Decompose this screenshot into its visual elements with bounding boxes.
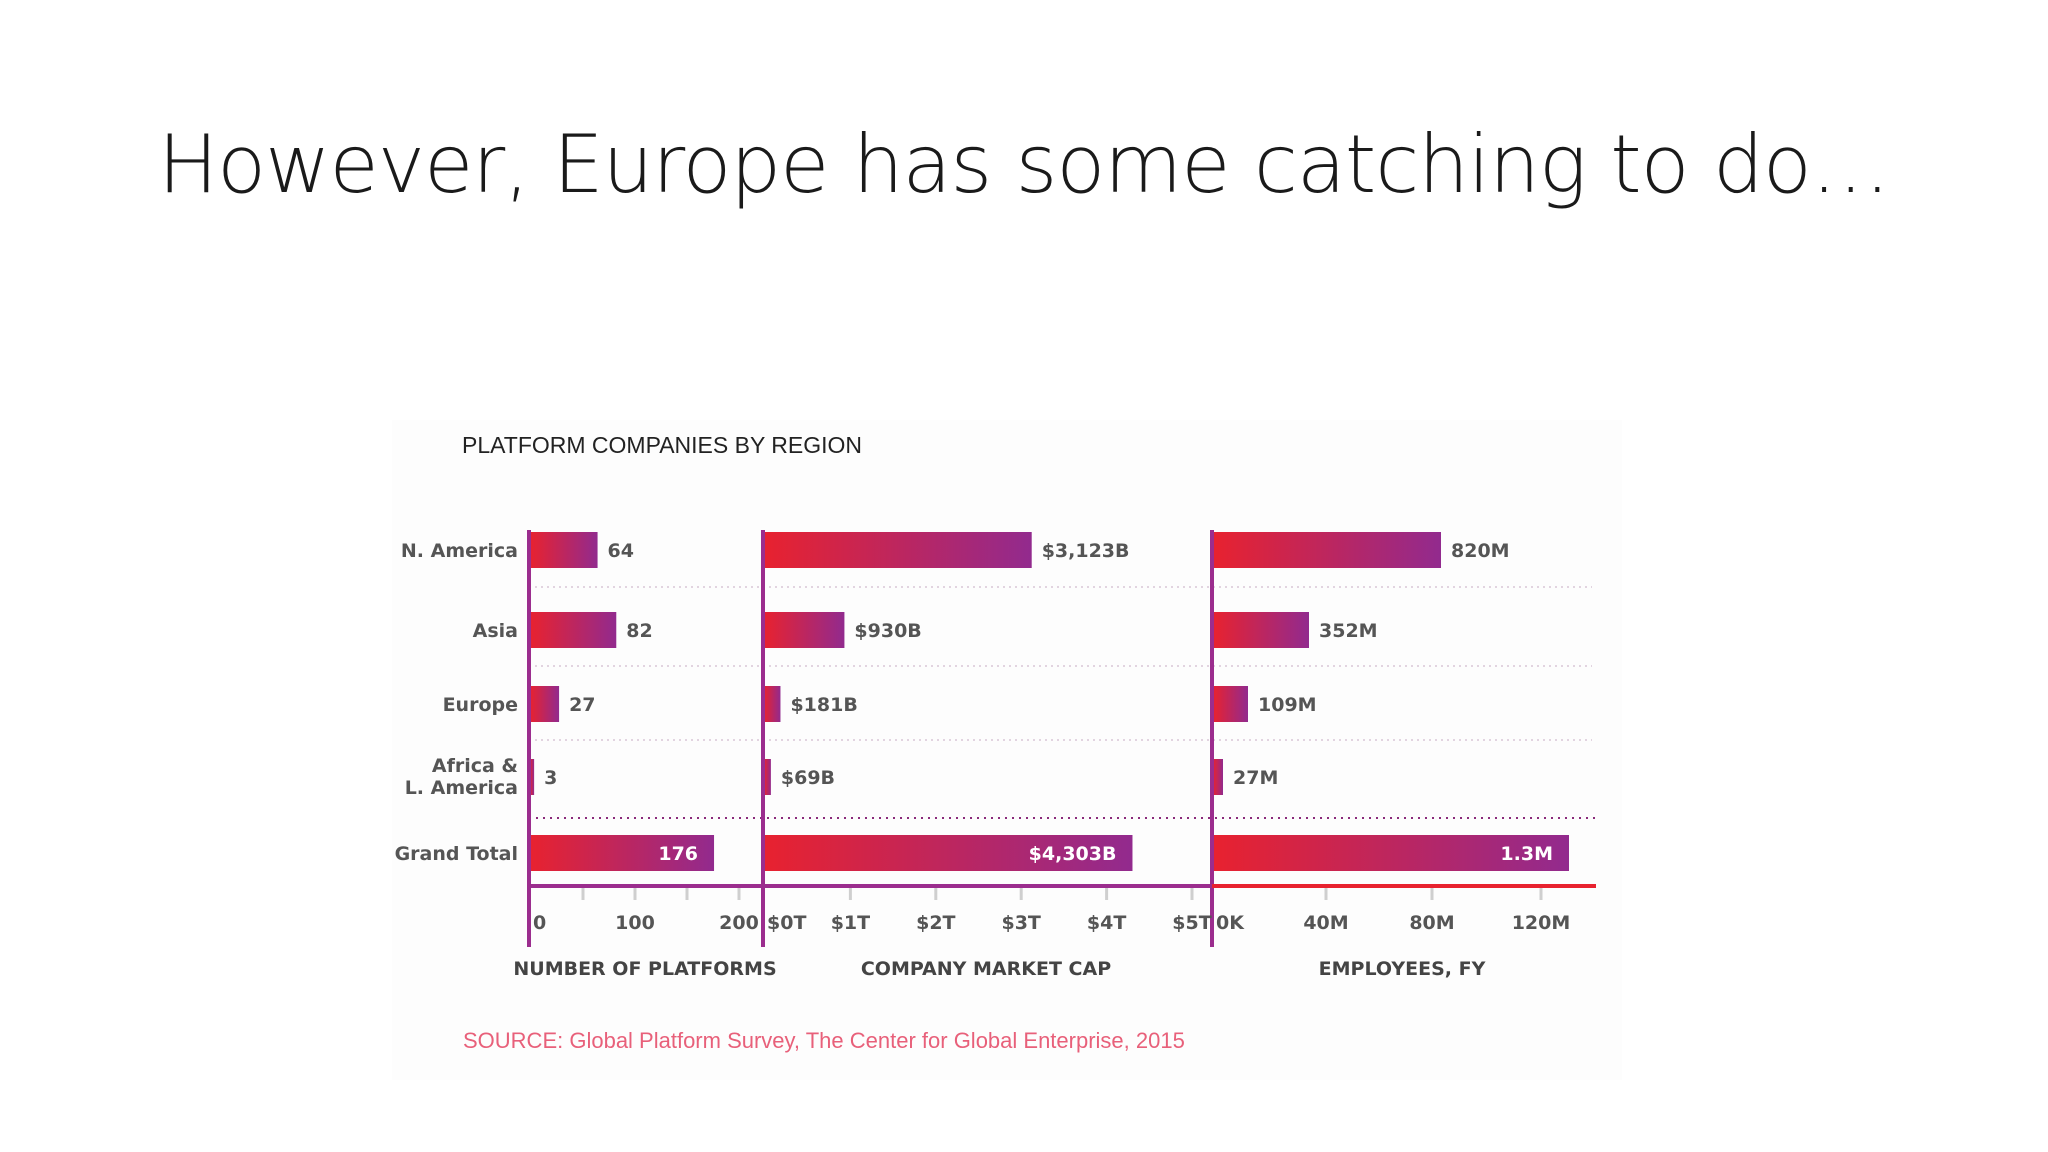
tick-label: 0 xyxy=(533,912,546,934)
data-label: 3 xyxy=(544,767,557,789)
bar xyxy=(530,532,598,568)
bar xyxy=(530,835,715,871)
bar xyxy=(530,759,535,795)
chart-figure-background xyxy=(392,420,1622,1080)
category-label: N. America xyxy=(401,540,518,562)
axis-title: NUMBER OF PLATFORMS xyxy=(513,958,776,980)
bar xyxy=(764,835,1133,871)
category-label: Asia xyxy=(473,620,518,642)
source-note: SOURCE: Global Platform Survey, The Cent… xyxy=(463,1028,1185,1053)
chart-title: PLATFORM COMPANIES BY REGION xyxy=(462,432,863,458)
bar xyxy=(1213,532,1441,568)
data-label: $69B xyxy=(781,767,835,789)
data-label: 27M xyxy=(1233,767,1278,789)
data-label: 109M xyxy=(1258,694,1317,716)
data-label: 820M xyxy=(1451,540,1510,562)
tick-label: $1T xyxy=(831,912,870,934)
bar xyxy=(1213,686,1248,722)
tick-label: 40M xyxy=(1303,912,1348,934)
category-label: Africa & xyxy=(432,755,518,777)
data-label: 64 xyxy=(608,540,634,562)
tick-label: 80M xyxy=(1409,912,1454,934)
category-label: Grand Total xyxy=(395,843,518,865)
tick-label: $4T xyxy=(1087,912,1126,934)
data-label: 1.3M xyxy=(1500,843,1553,865)
axis-title: COMPANY MARKET CAP xyxy=(861,958,1111,980)
tick-label: 200 xyxy=(719,912,759,934)
category-label: Europe xyxy=(443,694,518,716)
bar xyxy=(764,686,781,722)
gridlines xyxy=(529,586,1598,819)
bar xyxy=(1213,612,1309,648)
axes xyxy=(527,530,1596,947)
data-label: 352M xyxy=(1319,620,1378,642)
data-label: 82 xyxy=(626,620,652,642)
category-label: L. America xyxy=(405,777,518,799)
bar xyxy=(1213,835,1569,871)
bar xyxy=(530,686,560,722)
tick-label: $2T xyxy=(916,912,955,934)
tick-label: 0K xyxy=(1216,912,1245,934)
labels: N. America Asia Europe Africa &L. America Gr… xyxy=(395,540,1571,980)
tick-label: 120M xyxy=(1512,912,1571,934)
bar xyxy=(764,532,1032,568)
data-label: 176 xyxy=(658,843,698,865)
tick-label: 100 xyxy=(615,912,655,934)
axis-title: EMPLOYEES, FY xyxy=(1319,958,1486,980)
data-label: $3,123B xyxy=(1042,540,1130,562)
bar xyxy=(530,612,617,648)
data-label: $4,303B xyxy=(1029,843,1117,865)
bars xyxy=(530,532,1569,871)
data-label: $930B xyxy=(854,620,921,642)
tick-label: $3T xyxy=(1001,912,1040,934)
slide-title: However, Europe has some catching to do… xyxy=(158,118,1891,211)
bar xyxy=(764,759,771,795)
data-label: $181B xyxy=(790,694,857,716)
tick-label: $5T xyxy=(1172,912,1211,934)
tick-label: $0T xyxy=(767,912,806,934)
bar xyxy=(1213,759,1223,795)
data-label: 27 xyxy=(569,694,595,716)
bar xyxy=(764,612,845,648)
